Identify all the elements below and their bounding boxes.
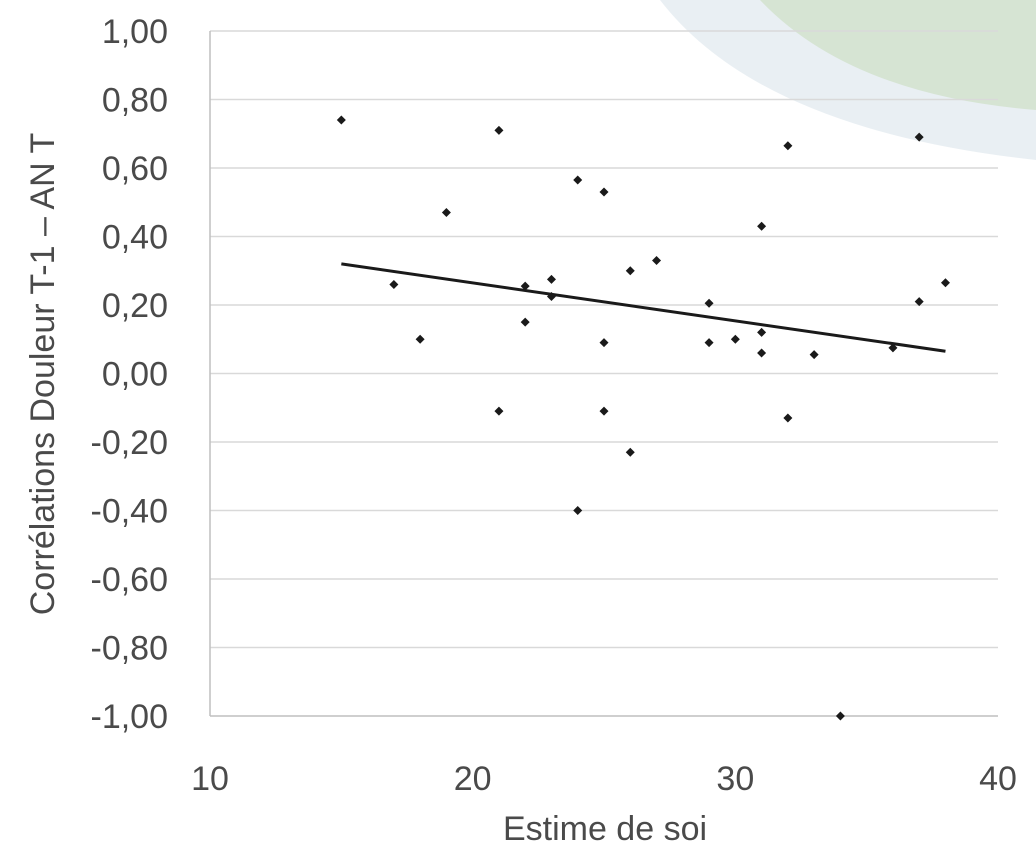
data-point bbox=[835, 711, 845, 721]
x-tick-label: 20 bbox=[454, 760, 492, 798]
y-axis-title: Corrélations Douleur T-1 – AN T bbox=[24, 133, 62, 616]
data-point bbox=[599, 406, 609, 416]
y-tick-label: -0,80 bbox=[91, 630, 169, 668]
data-point bbox=[520, 281, 530, 291]
data-point bbox=[415, 334, 425, 344]
data-point bbox=[730, 334, 740, 344]
data-point bbox=[573, 506, 583, 515]
data-point bbox=[494, 125, 504, 135]
data-point bbox=[783, 413, 793, 423]
axes bbox=[209, 31, 998, 717]
data-point bbox=[704, 298, 714, 308]
data-point bbox=[625, 266, 635, 276]
y-tick-label: -1,00 bbox=[91, 698, 169, 736]
data-point bbox=[494, 406, 504, 416]
data-point bbox=[888, 343, 898, 353]
data-point bbox=[914, 297, 924, 307]
data-point bbox=[940, 278, 950, 288]
y-tick-label: -0,40 bbox=[91, 493, 169, 531]
gridlines bbox=[210, 30, 998, 649]
decor-swoosh-green bbox=[760, 0, 1036, 110]
y-tick-label: 0,40 bbox=[102, 219, 168, 257]
data-point bbox=[520, 317, 530, 327]
data-point bbox=[336, 115, 346, 125]
y-tick-label: 1,00 bbox=[102, 13, 168, 51]
x-axis-tick-labels: 10 20 30 40 bbox=[191, 760, 1017, 798]
x-axis-title: Estime de soi bbox=[503, 810, 707, 848]
y-tick-label: -0,20 bbox=[91, 424, 169, 462]
y-tick-label: 0,00 bbox=[102, 356, 168, 394]
y-tick-label: 0,80 bbox=[102, 82, 168, 120]
data-point bbox=[809, 350, 819, 360]
background-decoration bbox=[660, 0, 1036, 160]
y-tick-label: 0,20 bbox=[102, 287, 168, 325]
data-point bbox=[783, 141, 793, 151]
y-tick-label: 0,60 bbox=[102, 150, 168, 188]
y-axis-tick-labels: 1,00 0,80 0,60 0,40 0,20 0,00 -0,20 -0,40 -0,60 -… bbox=[91, 13, 169, 736]
trendline bbox=[341, 262, 946, 353]
data-point bbox=[599, 338, 609, 348]
data-point bbox=[546, 274, 556, 284]
data-point bbox=[757, 327, 767, 337]
data-point bbox=[757, 348, 767, 358]
data-point bbox=[599, 187, 609, 197]
data-point bbox=[389, 279, 399, 289]
x-tick-label: 10 bbox=[191, 760, 229, 798]
data-point bbox=[625, 447, 635, 457]
data-point bbox=[652, 255, 662, 265]
data-point bbox=[441, 208, 451, 218]
data-point bbox=[546, 291, 556, 301]
y-tick-label: -0,60 bbox=[91, 561, 169, 599]
data-point bbox=[757, 221, 767, 231]
x-tick-label: 40 bbox=[979, 760, 1017, 798]
data-point bbox=[704, 338, 714, 348]
data-point bbox=[914, 132, 924, 142]
x-tick-label: 30 bbox=[716, 760, 754, 798]
trendline-layer bbox=[341, 262, 946, 353]
data-points bbox=[336, 115, 950, 721]
data-point bbox=[573, 175, 583, 185]
